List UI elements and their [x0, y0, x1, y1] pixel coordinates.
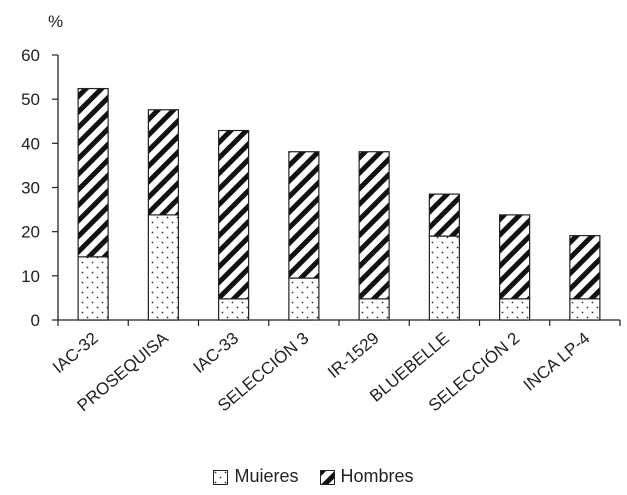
bar-segment-hombres: [499, 214, 531, 300]
legend-label-muieres: Muieres: [234, 466, 299, 486]
legend-item-muieres: Muieres: [213, 466, 298, 486]
bar-segment-hombres: [428, 193, 460, 237]
bar-segment-hombres: [288, 151, 320, 279]
y-tick-label: 0: [31, 311, 40, 330]
bar-segment-muieres: [569, 298, 601, 321]
legend-swatch-dots: [213, 469, 229, 485]
bar-segment-muieres: [218, 298, 250, 321]
x-tick-label: IAC-33: [189, 329, 242, 378]
legend-label-hombres: Hombres: [340, 466, 414, 486]
bar-segment-hombres: [569, 235, 601, 300]
legend: Muieres Hombres: [0, 466, 627, 489]
bar-segment-hombres: [77, 87, 109, 258]
bar-segment-muieres: [147, 214, 179, 321]
y-tick-label: 60: [21, 46, 40, 65]
bar-segment-muieres: [428, 235, 460, 321]
y-tick-label: 40: [21, 134, 40, 153]
x-tick-label: IAC-32: [49, 329, 102, 378]
y-axis-label: %: [48, 12, 63, 31]
legend-swatch-hatch: [319, 469, 335, 485]
bar-segment-muieres: [499, 298, 531, 321]
y-tick-label: 20: [21, 223, 40, 242]
bar-segment-hombres: [358, 151, 390, 300]
bar-segment-hombres: [147, 109, 179, 216]
bar-segment-muieres: [358, 298, 390, 321]
y-tick-label: 10: [21, 267, 40, 286]
bar-segment-muieres: [288, 277, 320, 321]
bar-segment-hombres: [218, 129, 250, 300]
x-tick-label: INCA LP-4: [520, 329, 594, 395]
x-tick-label: IR-1529: [324, 329, 383, 382]
bar-segment-muieres: [77, 256, 109, 321]
y-tick-label: 30: [21, 179, 40, 198]
y-tick-label: 50: [21, 90, 40, 109]
legend-item-hombres: Hombres: [319, 466, 414, 486]
